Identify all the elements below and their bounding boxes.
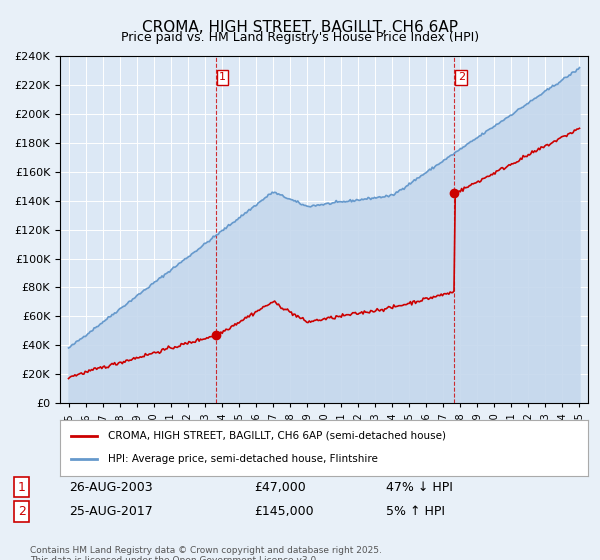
Text: Contains HM Land Registry data © Crown copyright and database right 2025.
This d: Contains HM Land Registry data © Crown c… (30, 546, 382, 560)
Text: 5% ↑ HPI: 5% ↑ HPI (386, 505, 445, 518)
Text: 47% ↓ HPI: 47% ↓ HPI (386, 480, 453, 493)
Text: CROMA, HIGH STREET, BAGILLT, CH6 6AP (semi-detached house): CROMA, HIGH STREET, BAGILLT, CH6 6AP (se… (107, 431, 446, 441)
Text: £145,000: £145,000 (254, 505, 314, 518)
Text: CROMA, HIGH STREET, BAGILLT, CH6 6AP: CROMA, HIGH STREET, BAGILLT, CH6 6AP (142, 20, 458, 35)
Text: 1: 1 (219, 72, 226, 82)
Text: 2: 2 (458, 72, 465, 82)
Text: 1: 1 (18, 480, 26, 493)
Text: 2: 2 (18, 505, 26, 518)
Text: £47,000: £47,000 (254, 480, 305, 493)
Text: Price paid vs. HM Land Registry's House Price Index (HPI): Price paid vs. HM Land Registry's House … (121, 31, 479, 44)
Text: HPI: Average price, semi-detached house, Flintshire: HPI: Average price, semi-detached house,… (107, 454, 377, 464)
Text: 26-AUG-2003: 26-AUG-2003 (70, 480, 153, 493)
Text: 25-AUG-2017: 25-AUG-2017 (70, 505, 154, 518)
